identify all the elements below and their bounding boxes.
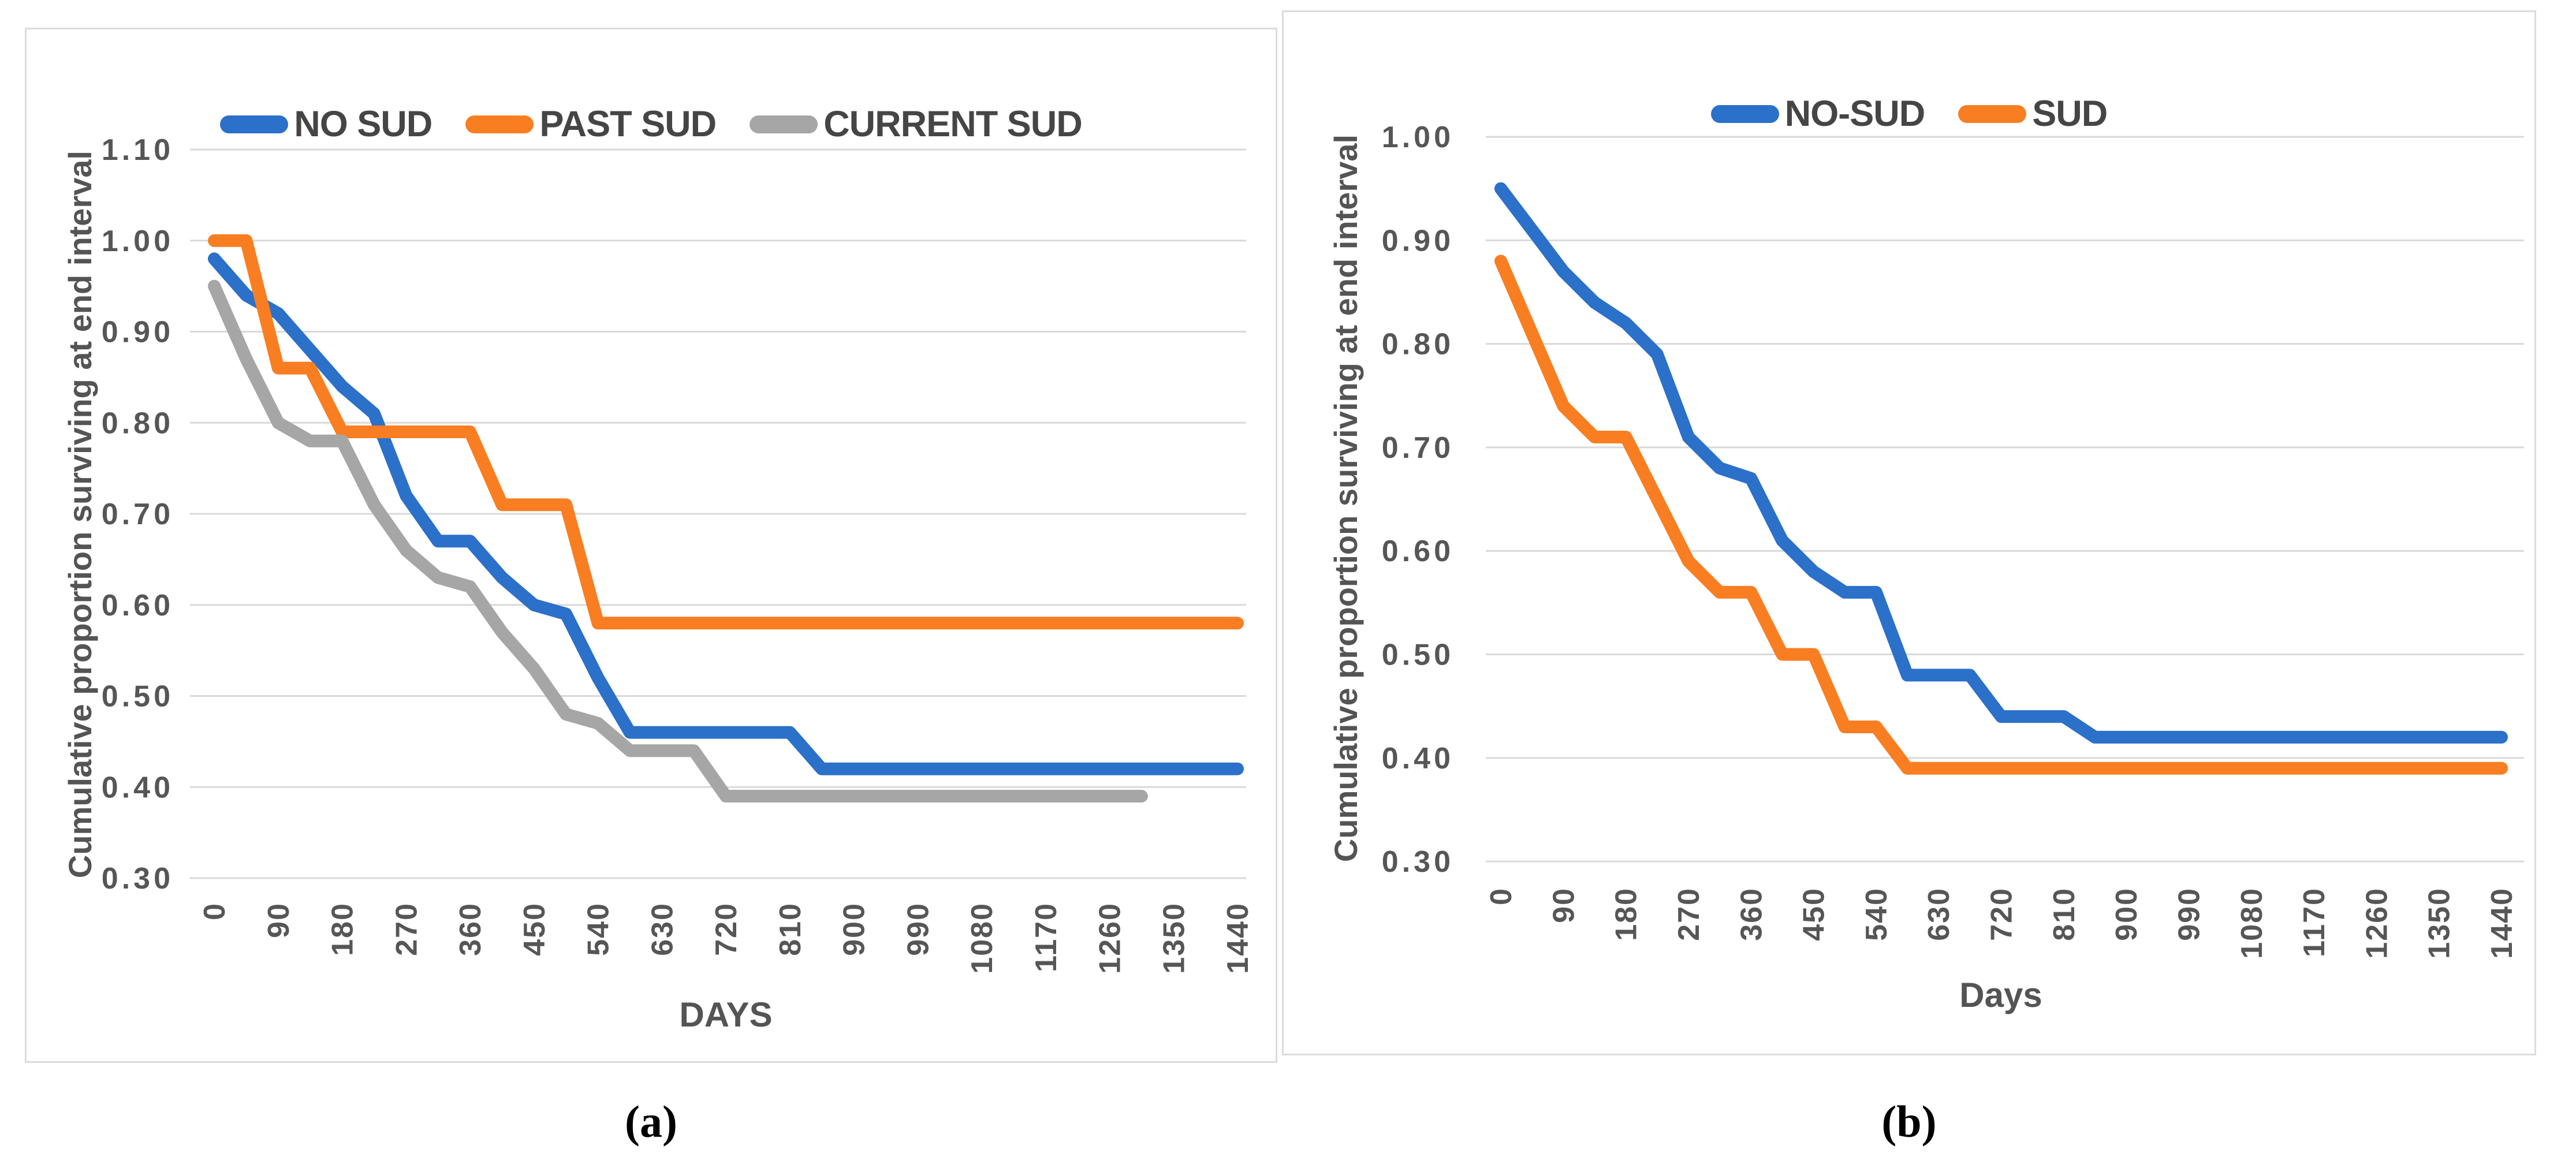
y-tick-label: 0.30: [102, 862, 174, 895]
series-line-current-sud: [208, 279, 1148, 803]
legend-label: SUD: [2032, 94, 2108, 134]
x-tick-label: 360: [454, 902, 487, 956]
y-tick-label: 0.60: [102, 589, 174, 622]
y-tick-label: 0.90: [1382, 224, 1454, 257]
y-tick-label: 0.80: [102, 406, 174, 440]
legend-label: PAST SUD: [539, 104, 717, 144]
legend-item: PAST SUD: [465, 103, 717, 145]
x-tick-label: 1170: [2298, 887, 2331, 957]
legend-swatch-icon: [465, 115, 534, 133]
survival-chart-a: 1.10 1.00 0.90 0.80 0.70 0.60 0.50 0.40 0.30 0 90 1…: [102, 133, 1255, 974]
x-tick-label: 630: [646, 902, 679, 956]
x-tick-label: 1350: [2423, 887, 2456, 959]
x-tick-label: 1260: [2360, 887, 2394, 959]
legend-label: CURRENT SUD: [823, 104, 1083, 144]
y-tick-label: 1.00: [102, 225, 174, 258]
x-tick-label: 990: [2172, 887, 2206, 941]
legend-item: CURRENT SUD: [750, 103, 1083, 145]
x-tick-label: 1080: [965, 902, 999, 974]
survival-chart-b: 1.00 0.90 0.80 0.70 0.60 0.50 0.40 0.30 0 90 180 27…: [1382, 121, 2524, 959]
x-tick-label: 90: [1547, 887, 1580, 923]
x-tick-label: 810: [774, 902, 807, 956]
x-tick-label: 540: [582, 902, 616, 956]
x-tick-label: 1350: [1157, 902, 1191, 974]
legend-swatch-icon: [750, 115, 818, 133]
legend-a: NO SUD PAST SUD CURRENT SUD: [27, 103, 1276, 145]
caption-b: (b): [1881, 1096, 1937, 1147]
series-line-sud: [1494, 255, 2508, 775]
x-tick-label: 270: [1672, 887, 1706, 941]
series-line-past-sud: [208, 234, 1244, 630]
series-line-no-sud: [208, 252, 1244, 775]
x-tick-label: 1170: [1030, 902, 1063, 972]
y-tick-label: 0.40: [102, 771, 174, 804]
x-tick-label: 630: [1922, 887, 1956, 941]
series-line-no-sud: [1494, 182, 2508, 744]
x-tick-label: 0: [1485, 887, 1518, 905]
legend-label: NO SUD: [294, 104, 433, 144]
y-tick-label: 0.60: [1382, 535, 1454, 568]
y-tick-label: 0.30: [1382, 845, 1454, 879]
x-tick-label: 540: [1860, 887, 1893, 941]
x-tick-label: 180: [1610, 887, 1643, 941]
legend-item: NO-SUD: [1710, 93, 1925, 135]
x-axis-title-a: DAYS: [679, 995, 773, 1034]
x-tick-label: 900: [838, 902, 871, 956]
legend-swatch-icon: [1710, 104, 1779, 123]
y-tick-label: 0.50: [1382, 639, 1454, 672]
x-tick-label: 1440: [1221, 902, 1255, 974]
legend-swatch-icon: [220, 115, 289, 133]
x-tick-label: 0: [198, 902, 232, 920]
y-tick-label: 1.00: [1382, 121, 1454, 154]
x-tick-label: 450: [1798, 887, 1831, 941]
x-tick-label: 720: [1985, 887, 2019, 941]
y-tick-label: 0.90: [102, 316, 174, 349]
legend-item: SUD: [1958, 93, 2108, 135]
x-tick-label: 360: [1735, 887, 1768, 941]
x-axis-title-b: Days: [1959, 976, 2042, 1014]
x-tick-label: 270: [390, 902, 423, 956]
legend-swatch-icon: [1958, 104, 2027, 123]
y-tick-label: 0.70: [102, 498, 174, 531]
y-tick-label: 0.80: [1382, 328, 1454, 361]
x-tick-label: 1440: [2485, 887, 2519, 959]
x-tick-label: 180: [326, 902, 360, 956]
x-tick-label: 900: [2110, 887, 2143, 941]
x-tick-label: 990: [901, 902, 935, 956]
x-tick-label: 90: [262, 902, 296, 938]
panel-b: NO-SUD SUD 1.00 0.90 0.80 0.70 0.60 0.50 0.40 0.…: [1282, 10, 2536, 1055]
caption-a: (a): [625, 1096, 677, 1147]
y-axis-title-a: Cumulative proportion surviving at end i…: [62, 150, 98, 879]
x-tick-label: 1080: [2235, 887, 2269, 959]
x-tick-label: 810: [2048, 887, 2081, 941]
y-tick-label: 0.70: [1382, 431, 1454, 465]
panel-a: NO SUD PAST SUD CURRENT SUD 1.10 1.00 0.90 0.…: [25, 28, 1277, 1063]
x-tick-label: 720: [710, 902, 743, 956]
legend-b: NO-SUD SUD: [1284, 93, 2534, 135]
y-axis-title-b: Cumulative proportion surviving at end i…: [1328, 134, 1364, 863]
y-tick-label: 0.40: [1382, 742, 1454, 775]
legend-item: NO SUD: [220, 103, 433, 145]
x-tick-label: 1260: [1094, 902, 1127, 974]
x-tick-label: 450: [518, 902, 551, 956]
legend-label: NO-SUD: [1784, 94, 1925, 134]
y-tick-label: 1.10: [102, 133, 174, 167]
y-tick-label: 0.50: [102, 680, 174, 714]
